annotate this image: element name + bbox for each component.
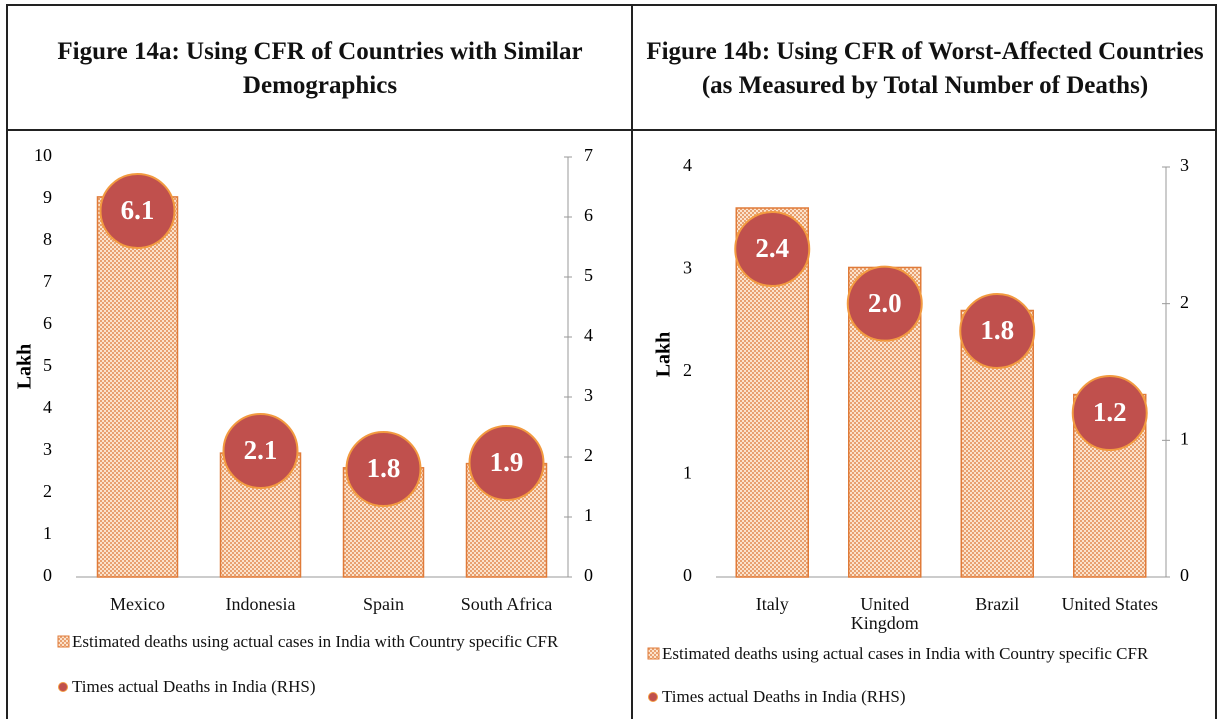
data-label: 1.8 xyxy=(367,453,401,483)
legend-marker xyxy=(58,682,68,692)
y-tick-label: 4 xyxy=(683,155,692,175)
data-label: 6.1 xyxy=(121,195,155,225)
data-label: 1.2 xyxy=(1093,397,1127,427)
y-tick-label: 2 xyxy=(683,360,692,380)
y2-tick-label: 2 xyxy=(584,445,593,465)
y-tick-label: 0 xyxy=(43,565,52,585)
x-tick-label: United States xyxy=(1061,594,1159,614)
chart-title: Figure 14b: Using CFR of Worst-Affected … xyxy=(646,38,1204,99)
y2-tick-label: 4 xyxy=(584,325,593,345)
y-tick-label: 7 xyxy=(43,271,52,291)
bar xyxy=(96,196,179,578)
marker xyxy=(222,413,299,489)
marker xyxy=(846,265,923,342)
y-tick-label: 10 xyxy=(34,145,52,165)
marker xyxy=(468,425,545,501)
legend-marker xyxy=(647,647,660,660)
x-tick-label: South Africa xyxy=(460,594,553,614)
y-axis-label: Lakh xyxy=(13,343,36,390)
y-tick-label: 6 xyxy=(43,313,52,333)
data-label: 2.1 xyxy=(244,435,278,465)
marker xyxy=(99,173,176,249)
legend-label: Estimated deaths using actual cases in I… xyxy=(72,632,559,651)
marker xyxy=(1071,375,1148,451)
chart-title: Figure 14a: Using CFR of Countries with … xyxy=(57,38,583,99)
data-label: 2.0 xyxy=(868,288,902,318)
y-tick-label: 9 xyxy=(43,187,52,207)
y2-tick-label: 0 xyxy=(584,565,593,585)
x-tick-label: Mexico xyxy=(110,594,165,614)
data-label: 2.4 xyxy=(755,233,789,263)
x-tick-label: Italy xyxy=(755,594,789,614)
y-tick-label: 8 xyxy=(43,229,52,249)
data-label: 1.8 xyxy=(980,315,1014,345)
legend-label: Estimated deaths using actual cases in I… xyxy=(662,644,1149,663)
marker xyxy=(345,431,422,507)
x-tick-label: Brazil xyxy=(975,594,1020,614)
y-tick-label: 2 xyxy=(43,481,52,501)
y2-tick-label: 3 xyxy=(1180,155,1189,175)
x-tick-label: Spain xyxy=(362,594,404,614)
y-tick-label: 3 xyxy=(683,258,692,278)
y-tick-label: 4 xyxy=(43,397,52,417)
x-tick-label: United Kingdom xyxy=(850,594,919,633)
marker xyxy=(734,211,811,287)
y2-tick-label: 1 xyxy=(584,505,593,525)
y-tick-label: 0 xyxy=(683,565,692,585)
legend-label: Times actual Deaths in India (RHS) xyxy=(662,687,906,706)
marker xyxy=(959,293,1036,369)
y-tick-label: 5 xyxy=(43,355,52,375)
y2-tick-label: 7 xyxy=(584,145,593,165)
y2-tick-label: 6 xyxy=(584,205,593,225)
legend-label: Times actual Deaths in India (RHS) xyxy=(72,677,316,696)
y2-tick-label: 0 xyxy=(1180,565,1189,585)
legend-marker xyxy=(57,635,70,648)
y-tick-label: 1 xyxy=(683,463,692,483)
outer-border xyxy=(6,4,1217,719)
y-axis-label: Lakh xyxy=(652,331,675,378)
y-tick-label: 3 xyxy=(43,439,52,459)
y2-tick-label: 2 xyxy=(1180,292,1189,312)
data-label: 1.9 xyxy=(490,447,524,477)
y2-tick-label: 5 xyxy=(584,265,593,285)
y2-tick-label: 1 xyxy=(1180,428,1189,448)
x-tick-label: Indonesia xyxy=(225,594,296,614)
legend-marker xyxy=(648,692,658,702)
y-tick-label: 1 xyxy=(43,523,52,543)
y2-tick-label: 3 xyxy=(584,385,593,405)
